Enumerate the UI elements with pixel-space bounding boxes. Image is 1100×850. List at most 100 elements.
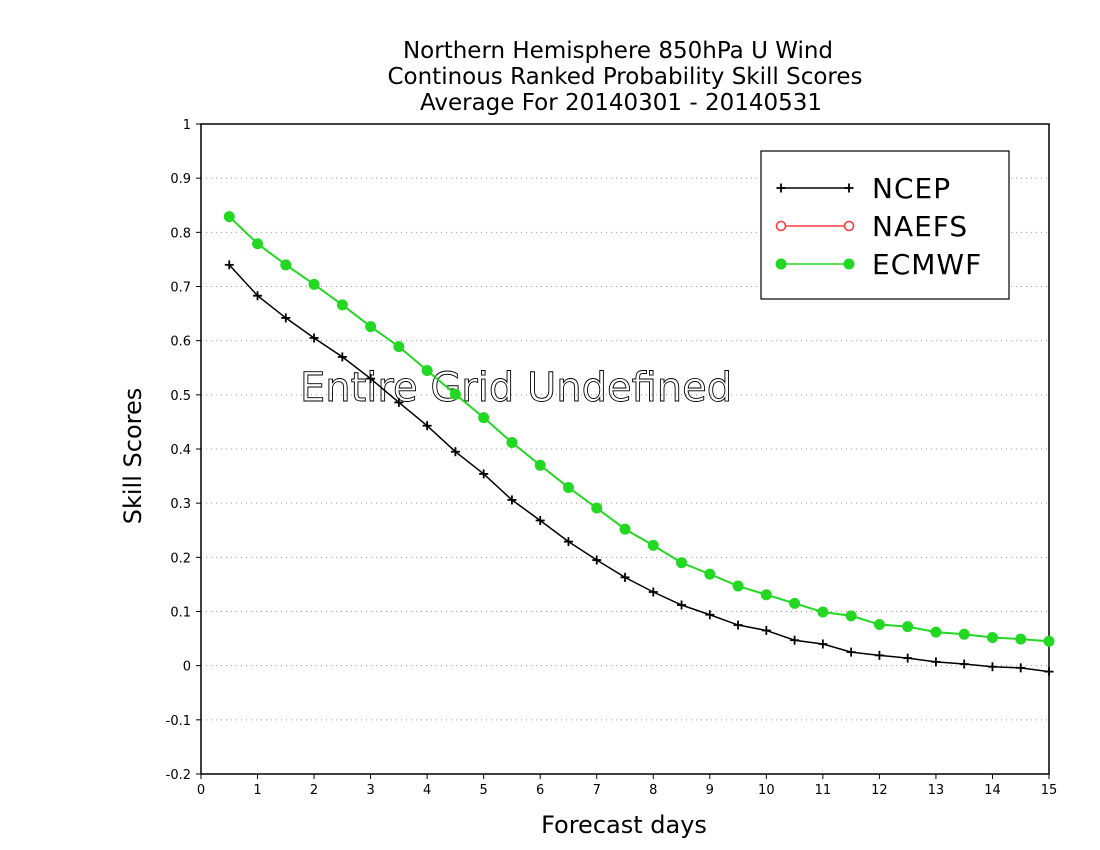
data-point-ncep-14	[620, 572, 630, 582]
data-point-ncep-21	[818, 639, 828, 649]
data-point-ecmwf-0	[223, 211, 235, 223]
data-point-ncep-25	[931, 657, 941, 667]
legend-item-naefs: NAEFS	[775, 210, 967, 243]
data-point-ncep-9	[479, 469, 489, 479]
x-tick-label-14: 14	[984, 783, 1001, 798]
data-point-ecmwf-14	[619, 523, 631, 535]
legend-item-ncep: NCEP	[776, 172, 951, 205]
y-tick-label-0: -0.2	[166, 768, 191, 783]
chart-title-line-3: Average For 20140301 - 20140531	[420, 90, 822, 116]
y-tick-label-6: 0.4	[170, 443, 191, 458]
legend: NCEP NAEFS ECMWF	[760, 150, 1010, 300]
data-point-ecmwf-12	[562, 481, 574, 493]
data-point-ncep-8	[450, 447, 460, 457]
data-point-ncep-7	[422, 421, 432, 431]
data-point-ncep-12	[563, 537, 573, 547]
x-tick-label-13: 13	[928, 783, 945, 798]
x-tick-label-6: 6	[536, 783, 544, 798]
x-tick-label-9: 9	[706, 783, 714, 798]
data-point-ecmwf-17	[704, 568, 716, 580]
series-line-ncep	[228, 264, 1050, 673]
chart-title-group: Northern Hemisphere 850hPa U Wind Contin…	[387, 38, 862, 116]
x-tick-label-4: 4	[423, 783, 431, 798]
legend-marker-start-ncep	[776, 183, 786, 193]
x-tick-label-11: 11	[815, 783, 832, 798]
x-tick-label-8: 8	[649, 783, 657, 798]
x-tick-label-7: 7	[593, 783, 601, 798]
data-point-ecmwf-3	[308, 278, 320, 290]
y-tick-label-8: 0.6	[170, 335, 191, 350]
chart-title-line-2: Continous Ranked Probability Skill Score…	[387, 64, 862, 90]
data-point-ncep-24	[903, 653, 913, 663]
data-point-ecmwf-20	[789, 597, 801, 609]
data-point-ecmwf-27	[986, 632, 998, 643]
data-point-ncep-22	[846, 647, 856, 657]
data-point-ncep-28	[1016, 663, 1026, 673]
data-point-ecmwf-21	[817, 606, 829, 618]
legend-marker-end-naefs	[843, 220, 855, 232]
legend-marker-start-naefs	[775, 220, 787, 232]
data-point-ecmwf-23	[873, 619, 885, 630]
data-point-ecmwf-11	[534, 459, 546, 471]
legend-marker-end-ncep	[844, 183, 854, 193]
data-point-ecmwf-26	[958, 628, 970, 640]
data-point-ecmwf-5	[365, 321, 377, 333]
data-point-ncep-16	[677, 600, 687, 610]
y-axis-label: Skill Scores	[119, 388, 147, 525]
chart-title-line-1: Northern Hemisphere 850hPa U Wind	[403, 38, 833, 64]
data-point-ecmwf-7	[421, 364, 433, 376]
series-ncep	[224, 260, 1054, 677]
x-axis-label: Forecast days	[541, 811, 707, 839]
data-point-ecmwf-10	[506, 437, 518, 448]
data-point-ncep-29	[1044, 667, 1054, 677]
y-tick-label-4: 0.2	[170, 551, 191, 566]
y-tick-label-3: 0.1	[170, 606, 191, 621]
y-tick-label-1: -0.1	[166, 714, 191, 729]
legend-box	[760, 150, 1010, 300]
y-tick-label-5: 0.3	[170, 497, 191, 512]
x-tick-labels: 0 1 2 3 4 5 6 7 8 9 10 11 12 13 14 15	[197, 783, 1057, 798]
data-point-ncep-13	[592, 555, 602, 565]
data-point-ncep-10	[507, 495, 517, 505]
x-tick-label-0: 0	[197, 783, 205, 798]
y-tick-label-9: 0.7	[170, 281, 191, 296]
data-point-ecmwf-4	[336, 299, 348, 311]
data-point-ncep-17	[705, 610, 715, 620]
legend-item-ecmwf: ECMWF	[775, 248, 982, 281]
data-point-ncep-3	[309, 333, 319, 343]
x-tick-label-2: 2	[310, 783, 318, 798]
legend-label-ncep: NCEP	[872, 172, 951, 205]
x-tick-label-1: 1	[253, 783, 261, 798]
data-point-ecmwf-24	[902, 621, 914, 633]
data-point-ecmwf-6	[393, 341, 405, 353]
data-point-ncep-23	[874, 650, 884, 660]
y-tick-label-7: 0.5	[170, 389, 191, 404]
data-point-ncep-4	[337, 352, 347, 362]
y-tick-label-12: 1	[183, 118, 191, 133]
data-point-ncep-5	[366, 374, 376, 384]
data-point-ecmwf-9	[478, 412, 490, 424]
data-point-ncep-18	[733, 620, 743, 630]
series-ecmwf	[223, 211, 1055, 647]
data-point-ncep-2	[281, 313, 291, 323]
data-point-ecmwf-28	[1015, 633, 1027, 645]
axis-ticks	[196, 123, 1050, 779]
x-tick-label-3: 3	[366, 783, 374, 798]
y-tick-label-2: 0	[183, 660, 191, 675]
legend-marker-start-ecmwf	[775, 258, 787, 270]
data-point-ecmwf-18	[732, 580, 744, 592]
data-point-ncep-0	[224, 260, 234, 270]
data-point-ncep-6	[394, 397, 404, 407]
data-point-ncep-15	[648, 587, 658, 597]
annotation-text: Entire Grid Undefined	[300, 365, 732, 411]
data-point-ecmwf-25	[930, 626, 942, 638]
data-point-ecmwf-16	[676, 557, 688, 569]
y-tick-label-10: 0.8	[170, 226, 191, 241]
legend-label-ecmwf: ECMWF	[872, 248, 982, 281]
y-tick-label-11: 0.9	[170, 172, 191, 187]
data-point-ecmwf-19	[760, 589, 772, 601]
x-tick-label-15: 15	[1041, 783, 1058, 798]
data-point-ncep-11	[535, 516, 545, 525]
data-point-ncep-27	[987, 662, 997, 672]
